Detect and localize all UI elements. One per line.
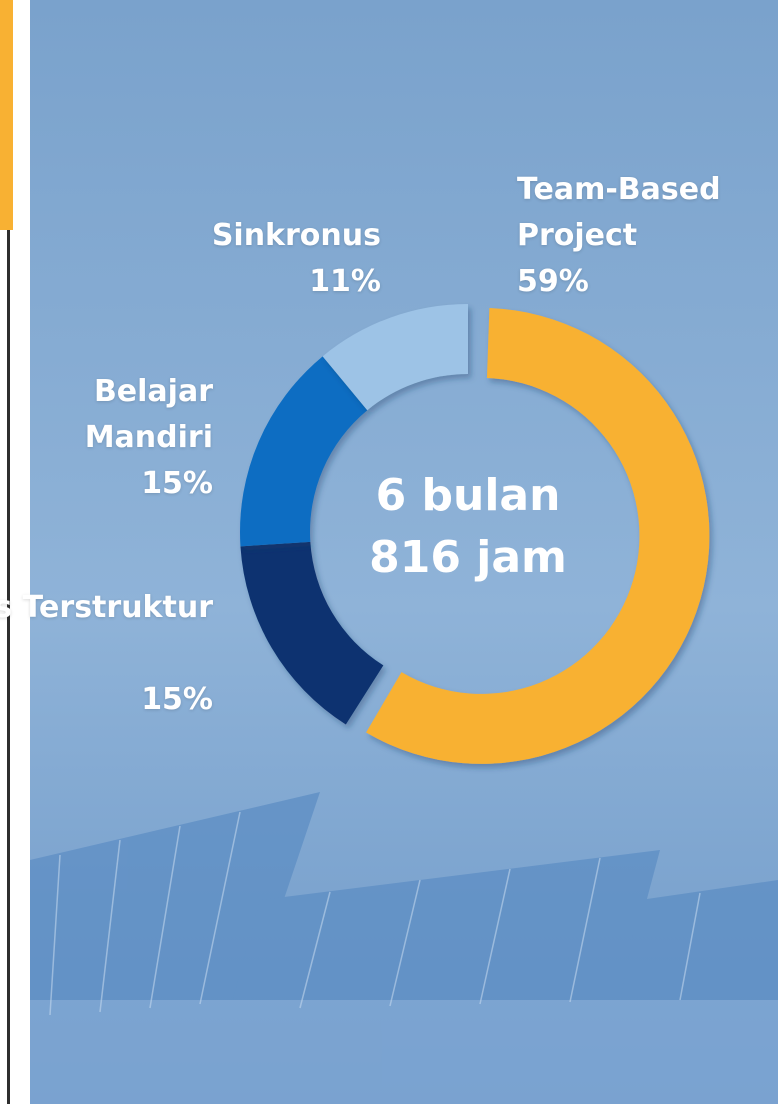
center-text: 6 bulan xyxy=(318,465,618,527)
center-text: 816 jam xyxy=(318,527,618,589)
page: 6 bulan 816 jam Team-Based Project59% Tug… xyxy=(0,0,778,1104)
segment-value-label: 59% xyxy=(517,259,637,305)
segment-label: Tugas Terstruktur xyxy=(0,585,213,631)
segment-value-label: 15% xyxy=(93,461,213,507)
segment-value-label: 11% xyxy=(261,259,381,305)
segment-label: Belajar Mandiri xyxy=(53,369,213,461)
segment-value-label: 15% xyxy=(93,677,213,723)
segment-label: Team-Based Project xyxy=(517,167,757,259)
segment-label: Sinkronus xyxy=(181,213,381,259)
